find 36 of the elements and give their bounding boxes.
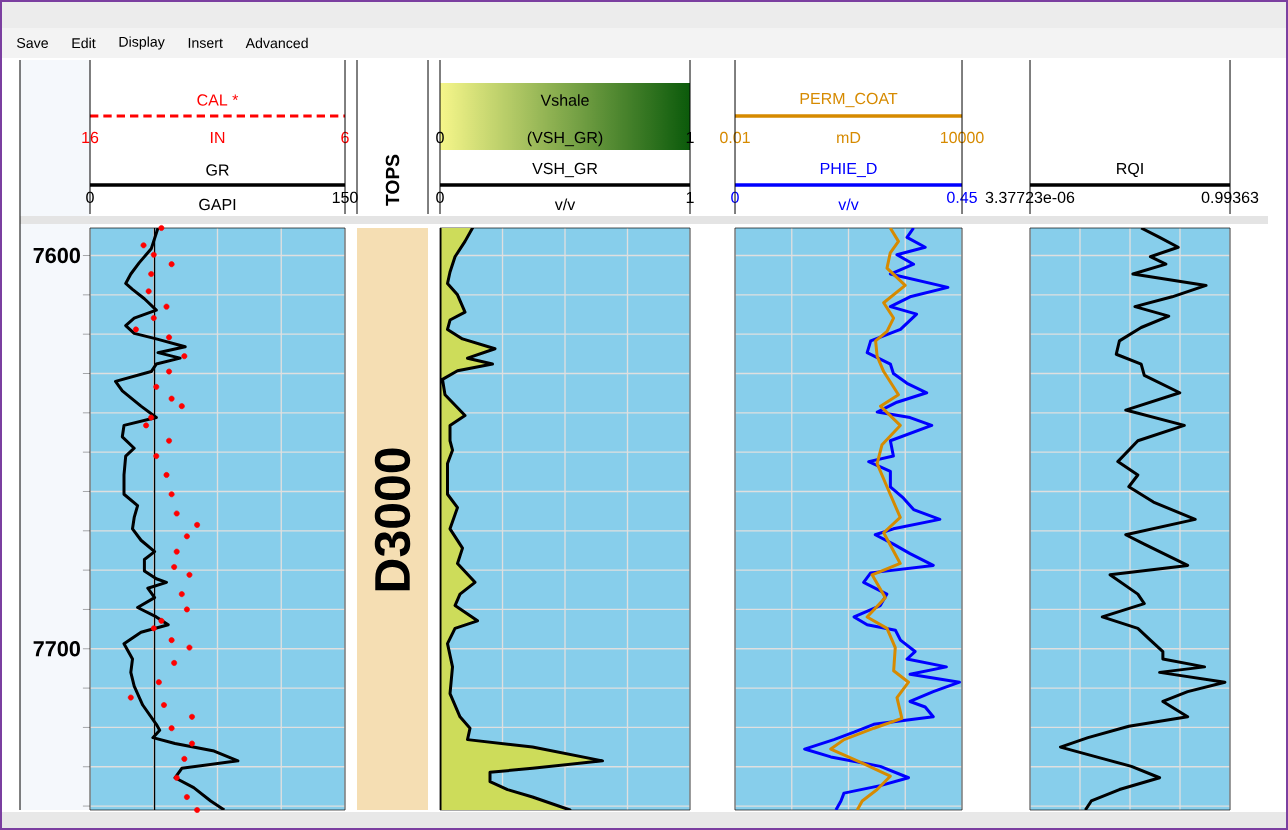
x2-tick-label: 10000	[941, 131, 984, 144]
x2-axis-title: IN	[210, 132, 225, 143]
y-tick-label: 7700	[33, 641, 80, 657]
text: CAL *	[197, 94, 239, 106]
text: Advanced	[245, 37, 308, 49]
x-tick-label: 0	[436, 191, 444, 204]
text: VSH_GR	[532, 162, 598, 178]
text: Display	[119, 36, 165, 50]
x-axis-title: v/v	[838, 198, 859, 211]
x2-tick-label: 0	[436, 131, 444, 144]
text: D3000	[374, 448, 411, 591]
text: PHIE_D	[820, 162, 877, 178]
x-tick-label: 3.37723e-06	[985, 191, 1075, 204]
text: PERM_COAT	[800, 92, 898, 108]
text: TOPS	[385, 154, 400, 206]
x-axis-title: v/v	[554, 198, 576, 211]
y-tick-label: 7600	[33, 247, 80, 264]
x-tick-label: 0.45	[947, 191, 977, 204]
text: GR	[206, 164, 229, 176]
x2-axis-title: (VSH_GR)	[527, 131, 603, 147]
x2-axis-title: mD	[837, 132, 861, 143]
x2-tick-label: 16	[82, 131, 99, 144]
x-tick-label: 150	[332, 191, 358, 204]
x-tick-label: 0.99363	[1201, 191, 1259, 204]
x2-tick-label: 6	[341, 131, 349, 144]
text: Save	[16, 37, 48, 48]
x-tick-label: 1	[686, 191, 694, 203]
x-axis-title: GAPI	[199, 198, 236, 211]
chart-title: Vshale	[540, 94, 589, 106]
text: RQI	[1117, 162, 1143, 178]
x-tick-label: 0	[86, 191, 94, 204]
text: Insert	[188, 38, 223, 48]
text: Edit	[72, 37, 96, 49]
x2-tick-label: 0.01	[720, 131, 750, 144]
x2-tick-label: 1	[686, 132, 694, 143]
x-tick-label: 0	[731, 191, 739, 204]
